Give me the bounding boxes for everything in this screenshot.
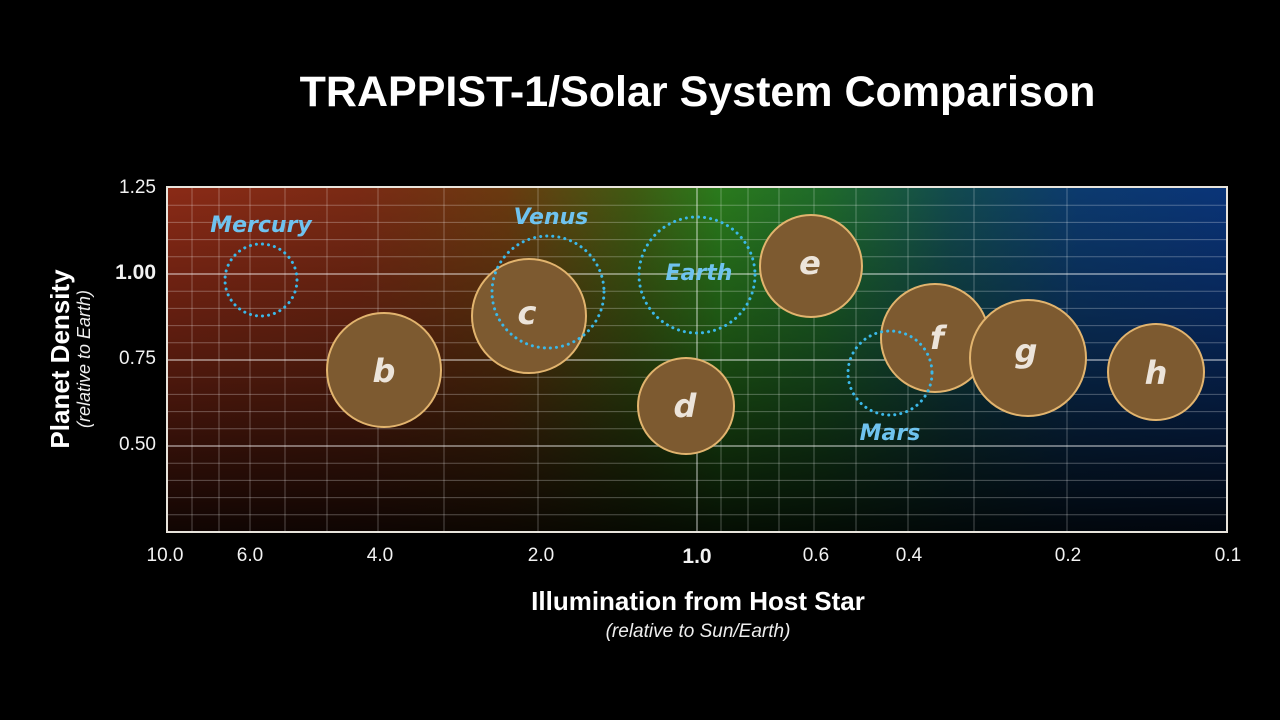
x-tick-0.6: 0.6: [802, 545, 830, 566]
venus-circle: [490, 234, 606, 350]
x-tick-0.1: 0.1: [1214, 545, 1242, 566]
label-c: c: [518, 294, 537, 332]
planet-c: [471, 258, 587, 374]
x-axis-sublabel: (relative to Sun/Earth): [605, 621, 791, 642]
label-h: h: [1145, 354, 1168, 392]
planet-d: [637, 357, 735, 455]
y-tick-0.50: 0.50: [119, 434, 156, 455]
x-tick-10.0: 10.0: [146, 545, 184, 566]
x-tick-6.0: 6.0: [236, 545, 264, 566]
planet-b: [326, 312, 442, 428]
x-tick-2.0: 2.0: [527, 545, 555, 566]
x-axis-label: Illumination from Host Star: [531, 586, 865, 616]
solar-labels: Mercury Venus Earth Mars: [210, 205, 920, 446]
label-e: e: [799, 244, 821, 282]
solar-system-planets-back: [223, 215, 757, 335]
y-tick-1.00: 1.00: [115, 261, 156, 284]
planet-g: [969, 299, 1087, 417]
plot-area: b c d e f g h Mercury Venus Earth Mars: [166, 186, 1228, 533]
x-tick-0.4: 0.4: [895, 545, 923, 566]
mercury-circle: [223, 242, 299, 318]
y-axis-sublabel: (relative to Earth): [74, 289, 94, 429]
label-earth: Earth: [666, 261, 733, 286]
y-tick-0.75: 0.75: [119, 348, 156, 369]
plot-graphics: b c d e f g h Mercury Venus Earth Mars: [168, 188, 1226, 531]
mars-circle: [846, 329, 934, 417]
solar-system-planets-front: [490, 234, 934, 417]
earth-circle: [637, 215, 757, 335]
x-tick-0.2: 0.2: [1054, 545, 1082, 566]
trappist-planets: [326, 214, 1205, 455]
planet-labels: b c d e f g h: [373, 244, 1168, 425]
y-axis-label: Planet Density: [45, 269, 75, 449]
label-venus: Venus: [514, 205, 589, 230]
x-tick-1.0: 1.0: [682, 545, 712, 568]
x-tick-4.0: 4.0: [366, 545, 394, 566]
y-tick-1.25: 1.25: [119, 177, 156, 198]
label-mars: Mars: [860, 421, 921, 446]
label-d: d: [674, 387, 698, 425]
planet-h: [1107, 323, 1205, 421]
label-f: f: [930, 319, 948, 357]
label-b: b: [373, 352, 396, 390]
label-g: g: [1015, 332, 1038, 370]
label-mercury: Mercury: [210, 213, 313, 238]
planet-e: [759, 214, 863, 318]
chart-title: TRAPPIST-1/Solar System Comparison: [299, 68, 1096, 116]
